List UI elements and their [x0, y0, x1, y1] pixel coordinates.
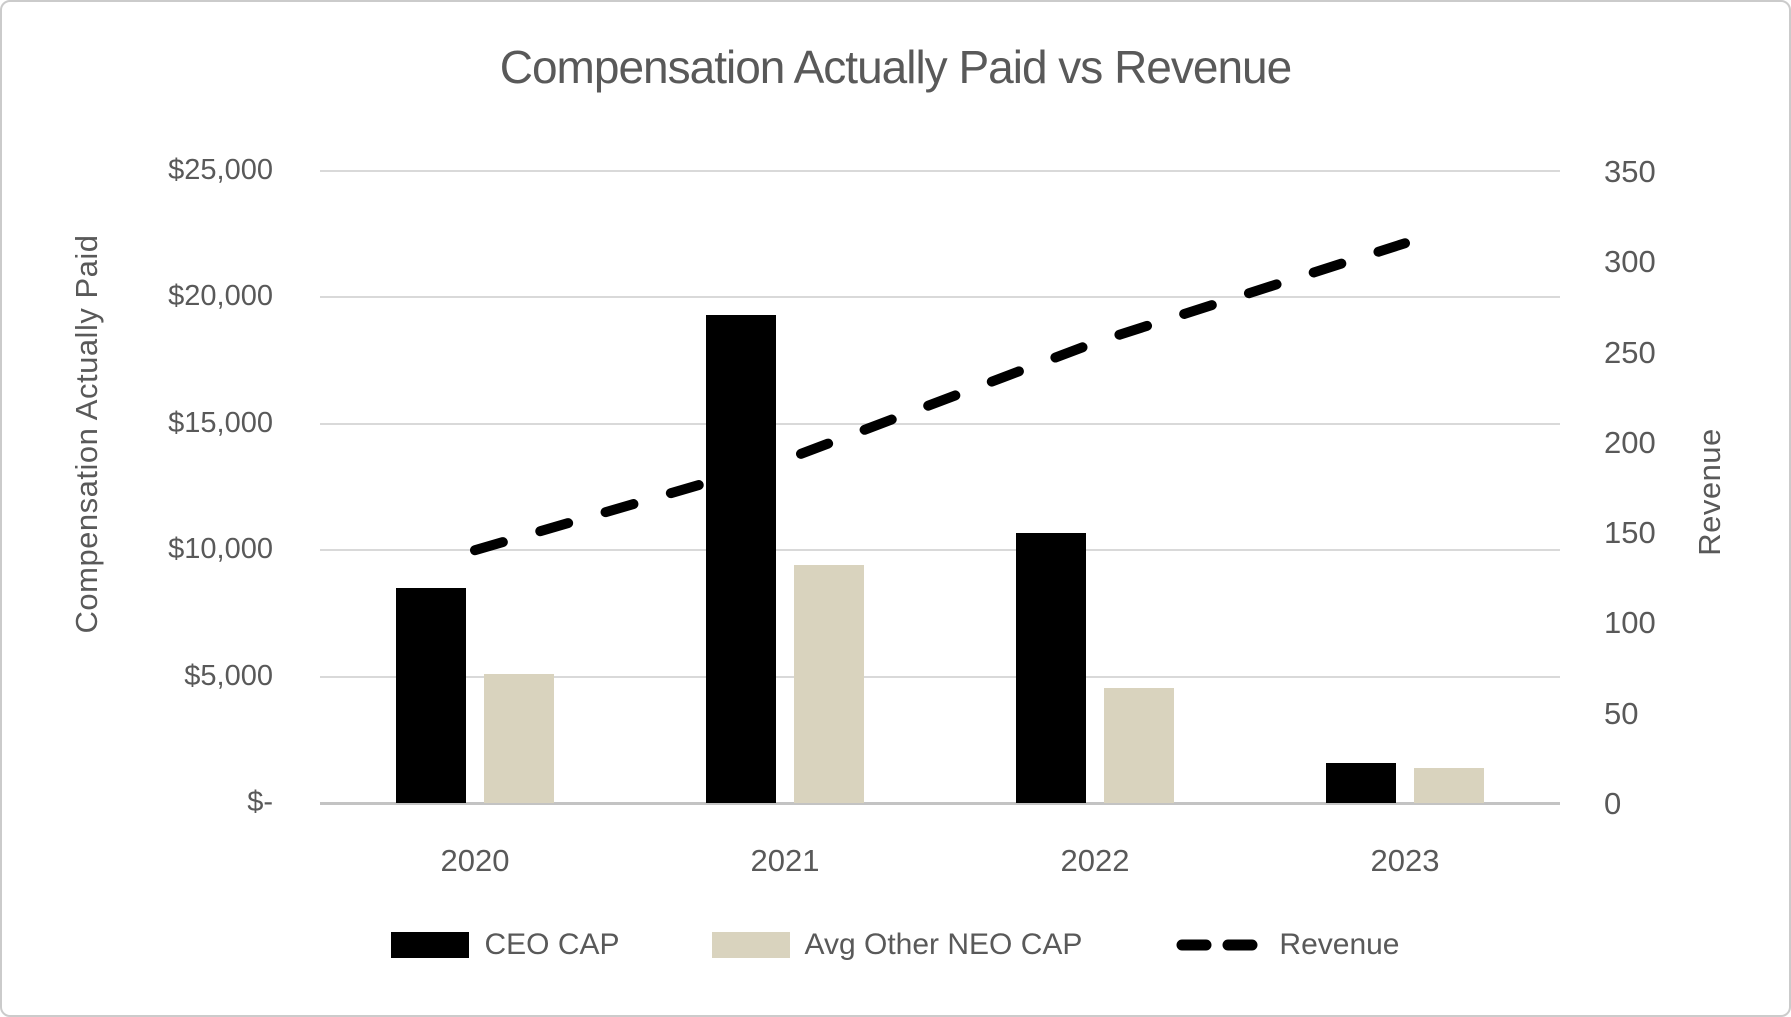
right-axis-tick-label: 250	[1604, 334, 1656, 370]
ceo-cap-bar-2020	[396, 588, 466, 803]
legend-item-revenue: Revenue	[1174, 928, 1400, 962]
neo-cap-bar-2023	[1414, 767, 1484, 803]
legend-label: Revenue	[1279, 928, 1400, 961]
neo-cap-bar-2022	[1104, 687, 1174, 803]
legend: CEO CAP Avg Other NEO CAP Revenue	[2, 928, 1789, 962]
ceo-cap-bar-2021	[706, 315, 776, 803]
legend-item-avg-other-neo-cap: Avg Other NEO CAP	[711, 928, 1083, 962]
gridline	[320, 675, 1560, 678]
legend-item-ceo-cap: CEO CAP	[391, 928, 620, 962]
x-axis-category-label: 2023	[1370, 843, 1440, 878]
x-axis-category-label: 2022	[1060, 843, 1130, 878]
left-axis-tick-label: $10,000	[168, 533, 273, 566]
right-axis-tick-label: 150	[1604, 515, 1656, 551]
right-axis-tick-label: 0	[1604, 786, 1622, 821]
right-axis-tick-label: 200	[1604, 424, 1656, 460]
revenue-line	[470, 238, 1410, 556]
right-axis-tick-label: 50	[1604, 695, 1639, 731]
ceo-cap-bar-2022	[1016, 532, 1086, 803]
gridline	[320, 549, 1560, 552]
right-axis-tick-label: 350	[1604, 154, 1656, 189]
right-axis-tick-label: 100	[1604, 605, 1656, 641]
left-axis-tick-label: $20,000	[168, 280, 273, 313]
x-axis-category-label: 2020	[440, 843, 510, 878]
neo-cap-bar-2020	[484, 674, 554, 803]
ceo-cap-bar-2023	[1326, 762, 1396, 803]
legend-dash-marker	[1176, 939, 1265, 951]
legend-swatch	[711, 932, 790, 958]
legend-label: CEO CAP	[484, 928, 620, 961]
right-axis-tick-label: 300	[1604, 244, 1656, 280]
neo-cap-bar-2021	[794, 565, 864, 803]
gridline	[320, 296, 1560, 299]
left-axis-tick-label: $-	[247, 786, 273, 818]
legend-swatch	[391, 932, 470, 958]
x-axis-line	[320, 802, 1560, 805]
gridline	[320, 422, 1560, 425]
chart-title: Compensation Actually Paid vs Revenue	[499, 41, 1292, 93]
left-axis-tick-label: $5,000	[184, 659, 273, 692]
left-axis-tick-label: $25,000	[168, 154, 273, 186]
x-axis-category-label: 2021	[750, 843, 820, 878]
legend-label: Avg Other NEO CAP	[804, 928, 1083, 961]
left-axis-tick-label: $15,000	[168, 406, 273, 439]
gridline	[320, 170, 1560, 172]
